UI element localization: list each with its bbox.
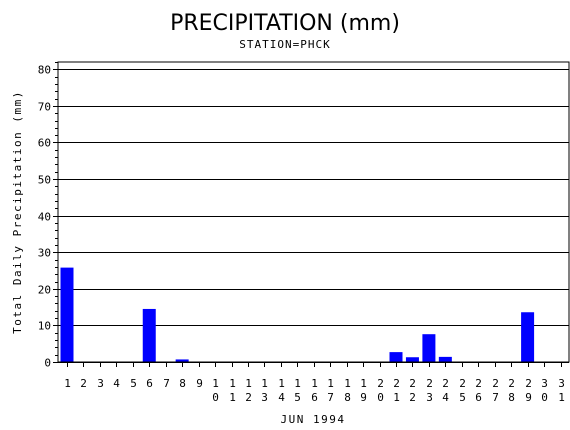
bar-day-1 [60,267,74,362]
y-axis-ticks: 0 10 20 30 40 50 60 70 80 [38,62,58,370]
y-tick-label: 20 [38,284,51,297]
bar-day-21 [389,352,403,362]
bar-day-24 [438,356,452,362]
x-tick-label: 3 [97,377,104,390]
chart-subtitle: STATION=PHCK [239,38,330,51]
bar-day-22 [405,357,419,362]
y-tick-label: 60 [38,137,51,150]
x-tick-label: 8 [179,377,186,390]
chart-title: PRECIPITATION (mm) [170,11,400,36]
y-tick-label: 30 [38,247,51,260]
x-tick-label: 5 [130,377,137,390]
bars [60,267,535,362]
y-tick-label: 80 [38,64,51,77]
x-axis-ticks: 1 2 3 4 5 6 7 8 9 1 01 11 21 31 41 51 61 71 81 92 02 12 22 32 42… [64,362,565,404]
x-tick-label: 2 [80,377,87,390]
bar-day-6 [142,308,156,362]
plot-frame [57,61,570,363]
gridlines [58,69,569,363]
y-tick-label: 10 [38,320,51,333]
y-tick-label: 0 [44,357,51,370]
bar-day-8 [175,359,189,362]
x-tick-label: 4 [113,377,120,390]
y-tick-label: 50 [38,174,51,187]
x-tick-label: 1 [64,377,71,390]
x-tick-label: 9 [196,377,203,390]
bar-day-23 [422,334,436,362]
x-tick-label: 7 [163,377,170,390]
x-tick-label: 6 [146,377,153,390]
y-axis-label: Total Daily Precipitation (mm) [11,90,24,334]
y-tick-label: 70 [38,101,51,114]
x-axis-label: JUN 1994 [281,413,346,426]
bar-day-29 [521,312,535,362]
y-tick-label: 40 [38,211,51,224]
